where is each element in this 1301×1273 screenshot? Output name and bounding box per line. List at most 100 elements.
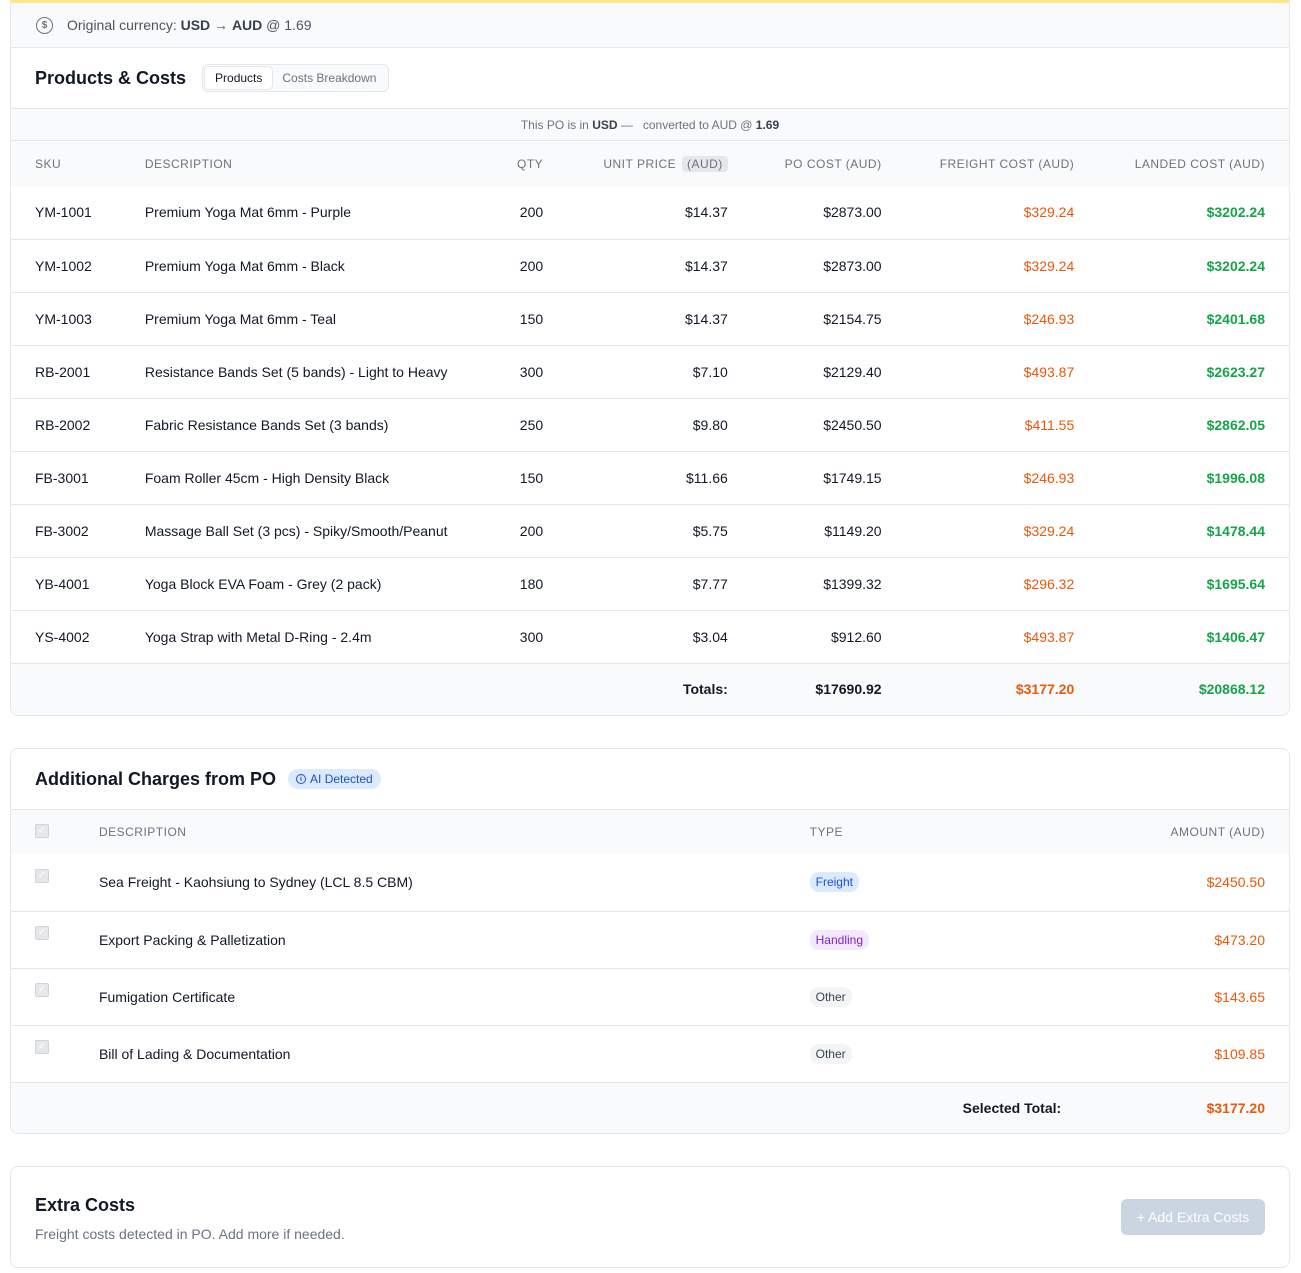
po-note-middle: — converted to AUD @	[617, 117, 756, 132]
freight-cost-cell: $411.55	[881, 398, 1075, 452]
qty-cell: 200	[460, 239, 544, 293]
qty-cell: 180	[460, 557, 544, 611]
freight-cost-cell: $493.87	[881, 610, 1075, 664]
currency-to: AUD	[231, 17, 263, 33]
qty-cell: 300	[460, 345, 544, 399]
checkmark-icon: ✓	[37, 927, 47, 939]
charge-checkbox[interactable]: ✓	[35, 925, 49, 940]
sku-cell: YM-1003	[11, 292, 121, 346]
totals-po-cost: $17690.92	[727, 663, 882, 715]
table-row: YB-4001 Yoga Block EVA Foam - Grey (2 pa…	[11, 557, 1289, 611]
po-currency-note: This PO is in USD — converted to AUD @ 1…	[11, 109, 1289, 141]
currency-prefix: Original currency:	[67, 17, 181, 33]
qty-cell: 150	[460, 451, 544, 505]
currency-banner: $ Original currency: USD → AUD @ 1.69	[11, 3, 1289, 48]
col-charge-type: TYPE	[785, 810, 1086, 854]
po-cost-cell: $1399.32	[727, 557, 882, 611]
products-header: Products & Costs Products Costs Breakdow…	[11, 48, 1289, 109]
sku-cell: YS-4002	[11, 610, 121, 664]
table-row: FB-3002 Massage Ball Set (3 pcs) - Spiky…	[11, 504, 1289, 558]
qty-cell: 150	[460, 292, 544, 346]
landed-cost-cell: $3202.24	[1074, 186, 1289, 240]
sku-cell: FB-3001	[11, 451, 121, 505]
tab-products[interactable]: Products	[205, 67, 273, 89]
description-cell: Yoga Strap with Metal D-Ring - 2.4m	[120, 610, 461, 664]
sku-cell: FB-3002	[11, 504, 121, 558]
description-cell: Resistance Bands Set (5 bands) - Light t…	[120, 345, 461, 399]
freight-cost-cell: $246.93	[881, 292, 1075, 346]
unit-price-cell: $5.75	[543, 504, 728, 558]
currency-from: USD	[180, 17, 211, 33]
unit-price-cell: $11.66	[543, 451, 728, 505]
totals-label: Totals:	[543, 663, 728, 715]
charge-row: ✓ Export Packing & Palletization Handlin…	[11, 911, 1289, 969]
charge-checkbox[interactable]: ✓	[35, 868, 49, 883]
table-row: RB-2001 Resistance Bands Set (5 bands) -…	[11, 345, 1289, 399]
landed-cost-cell: $1996.08	[1074, 451, 1289, 505]
description-cell: Premium Yoga Mat 6mm - Teal	[120, 292, 461, 346]
charge-amount: $109.85	[1085, 1025, 1289, 1083]
po-cost-cell: $2154.75	[727, 292, 882, 346]
charges-header: Additional Charges from PO i AI Detected	[11, 749, 1289, 810]
po-note-prefix: This PO is in	[520, 117, 593, 132]
products-title: Products & Costs	[35, 67, 187, 88]
description-cell: Yoga Block EVA Foam - Grey (2 pack)	[120, 557, 461, 611]
info-icon: i	[296, 774, 307, 784]
unit-price-cell: $14.37	[543, 186, 728, 240]
charge-row: ✓ Bill of Lading & Documentation Other $…	[11, 1025, 1289, 1083]
totals-landed-cost: $20868.12	[1074, 663, 1289, 715]
add-extra-costs-button[interactable]: + Add Extra Costs	[1121, 1199, 1265, 1235]
qty-cell: 300	[460, 610, 544, 664]
qty-cell: 200	[460, 186, 544, 240]
charge-checkbox[interactable]: ✓	[35, 1039, 49, 1054]
selected-total-label: Selected Total:	[785, 1082, 1086, 1133]
charges-table: ✓ DESCRIPTION TYPE AMOUNT (AUD) ✓ Sea Fr…	[11, 810, 1289, 1133]
description-cell: Premium Yoga Mat 6mm - Black	[120, 239, 461, 293]
tab-costs-breakdown[interactable]: Costs Breakdown	[282, 71, 377, 85]
products-body: YM-1001 Premium Yoga Mat 6mm - Purple 20…	[11, 186, 1289, 715]
sku-cell: YM-1002	[11, 239, 121, 293]
products-table: SKU DESCRIPTION QTY UNIT PRICE (AUD) PO …	[11, 141, 1289, 715]
select-all-cell: ✓	[11, 810, 75, 854]
select-all-checkbox[interactable]: ✓	[35, 823, 49, 838]
freight-cost-cell: $493.87	[881, 345, 1075, 399]
landed-cost-cell: $2401.68	[1074, 292, 1289, 346]
col-description: DESCRIPTION	[120, 141, 461, 186]
extra-costs-title: Extra Costs	[35, 1195, 136, 1215]
charge-description: Sea Freight - Kaohsiung to Sydney (LCL 8…	[74, 854, 786, 912]
freight-cost-cell: $329.24	[881, 186, 1075, 240]
table-row: YM-1001 Premium Yoga Mat 6mm - Purple 20…	[11, 186, 1289, 240]
dollar-circle-icon: $	[36, 16, 53, 34]
unit-price-cell: $14.37	[543, 239, 728, 293]
charge-description: Bill of Lading & Documentation	[74, 1025, 786, 1083]
po-cost-cell: $2873.00	[727, 239, 882, 293]
charges-title: Additional Charges from PO	[35, 768, 277, 789]
type-badge: Handling	[809, 929, 869, 950]
charge-row: ✓ Fumigation Certificate Other $143.65	[11, 968, 1289, 1026]
extra-costs-subtitle: Freight costs detected in PO. Add more i…	[35, 1226, 345, 1242]
checkmark-icon: ✓	[37, 825, 47, 837]
totals-row: Totals: $17690.92 $3177.20 $20868.12	[11, 663, 1289, 715]
selected-total-value: $3177.20	[1085, 1082, 1289, 1133]
landed-cost-cell: $3202.24	[1074, 239, 1289, 293]
charge-checkbox[interactable]: ✓	[35, 982, 49, 997]
freight-cost-cell: $329.24	[881, 239, 1075, 293]
description-cell: Foam Roller 45cm - High Density Black	[120, 451, 461, 505]
col-unit-price-label: UNIT PRICE	[603, 156, 677, 171]
sku-cell: YM-1001	[11, 186, 121, 240]
charge-amount: $473.20	[1085, 911, 1289, 969]
col-freight-cost: FREIGHT COST (AUD)	[881, 141, 1075, 186]
type-badge: Other	[809, 1043, 852, 1064]
top-accent-bar	[11, 0, 1289, 3]
sku-cell: YB-4001	[11, 557, 121, 611]
col-sku: SKU	[11, 141, 121, 186]
col-charge-amount: AMOUNT (AUD)	[1085, 810, 1289, 854]
type-badge: Other	[809, 986, 852, 1007]
po-cost-cell: $1749.15	[727, 451, 882, 505]
freight-cost-cell: $329.24	[881, 504, 1075, 558]
charge-row: ✓ Sea Freight - Kaohsiung to Sydney (LCL…	[11, 854, 1289, 912]
table-row: YS-4002 Yoga Strap with Metal D-Ring - 2…	[11, 610, 1289, 664]
extra-costs-card: Extra Costs Freight costs detected in PO…	[10, 1166, 1290, 1268]
products-card: $ Original currency: USD → AUD @ 1.69 Pr…	[10, 0, 1290, 716]
ai-detected-badge: i AI Detected	[288, 769, 381, 789]
